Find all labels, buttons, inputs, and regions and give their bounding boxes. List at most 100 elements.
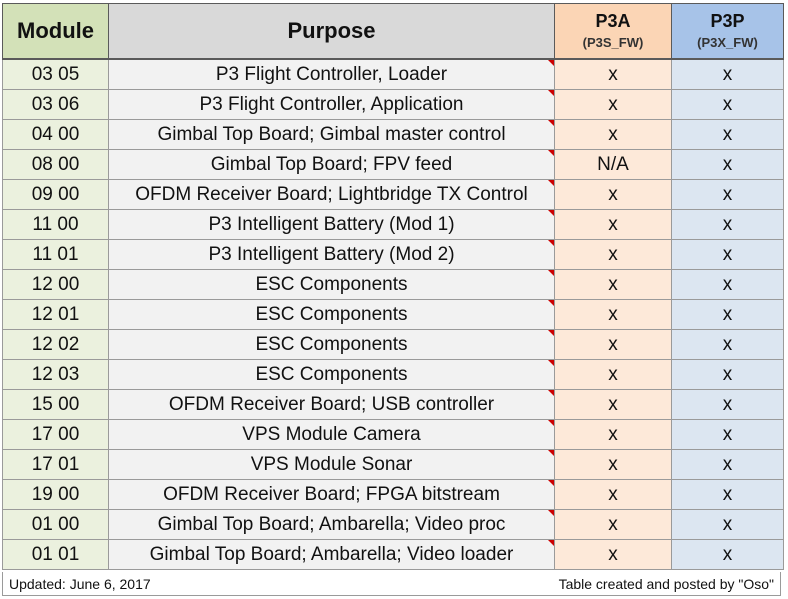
p3p-cell[interactable]: x [671,539,784,570]
comment-indicator-icon[interactable] [548,120,554,126]
purpose-cell[interactable]: Gimbal Top Board; Ambarella; Video loade… [108,539,555,570]
comment-indicator-icon[interactable] [548,480,554,486]
module-cell[interactable]: 08 00 [2,149,109,180]
p3p-cell-text: x [722,213,733,235]
purpose-cell-text: ESC Components [255,273,408,295]
p3a-cell[interactable]: x [554,239,672,270]
comment-indicator-icon[interactable] [548,90,554,96]
p3a-cell[interactable]: x [554,119,672,150]
comment-indicator-icon[interactable] [548,300,554,306]
comment-indicator-icon[interactable] [548,360,554,366]
p3p-cell[interactable]: x [671,389,784,420]
purpose-cell[interactable]: Gimbal Top Board; FPV feed [108,149,555,180]
comment-indicator-icon[interactable] [548,540,554,546]
comment-indicator-icon[interactable] [548,390,554,396]
p3a-cell[interactable]: x [554,329,672,360]
purpose-cell[interactable]: VPS Module Camera [108,419,555,450]
table-row: 17 00 VPS Module Camera x x [2,419,784,450]
p3p-cell[interactable]: x [671,419,784,450]
comment-indicator-icon[interactable] [548,210,554,216]
purpose-cell[interactable]: Gimbal Top Board; Gimbal master control [108,119,555,150]
p3a-cell-text: x [608,273,618,295]
comment-indicator-icon[interactable] [548,420,554,426]
module-cell[interactable]: 01 00 [2,509,109,540]
purpose-cell[interactable]: ESC Components [108,269,555,300]
purpose-cell[interactable]: P3 Intelligent Battery (Mod 1) [108,209,555,240]
p3p-cell[interactable]: x [671,119,784,150]
module-cell[interactable]: 03 06 [2,89,109,120]
p3p-cell[interactable]: x [671,329,784,360]
purpose-cell[interactable]: Gimbal Top Board; Ambarella; Video proc [108,509,555,540]
module-cell[interactable]: 09 00 [2,179,109,210]
comment-indicator-icon[interactable] [548,510,554,516]
module-cell[interactable]: 03 05 [2,58,109,90]
p3p-cell[interactable]: x [671,299,784,330]
p3p-cell[interactable]: x [671,239,784,270]
module-cell[interactable]: 11 01 [2,239,109,270]
p3p-cell[interactable]: x [671,209,784,240]
comment-indicator-icon[interactable] [548,150,554,156]
module-cell-text: 12 00 [31,273,80,295]
module-cell[interactable]: 12 00 [2,269,109,300]
purpose-cell[interactable]: OFDM Receiver Board; USB controller [108,389,555,420]
table-row: 08 00 Gimbal Top Board; FPV feed N/A x [2,149,784,180]
comment-indicator-icon[interactable] [548,450,554,456]
p3p-column-header[interactable]: P3P (P3X_FW) [671,3,784,60]
purpose-cell[interactable]: P3 Flight Controller, Loader [108,58,555,90]
p3p-header-subtitle: (P3X_FW) [697,35,758,50]
p3p-cell[interactable]: x [671,269,784,300]
module-cell[interactable]: 12 02 [2,329,109,360]
purpose-cell[interactable]: P3 Flight Controller, Application [108,89,555,120]
purpose-cell[interactable]: ESC Components [108,359,555,390]
comment-indicator-icon[interactable] [548,240,554,246]
p3p-cell[interactable]: x [671,359,784,390]
table-row: 15 00 OFDM Receiver Board; USB controller… [2,389,784,420]
purpose-cell[interactable]: OFDM Receiver Board; FPGA bitstream [108,479,555,510]
module-cell[interactable]: 19 00 [2,479,109,510]
p3a-cell[interactable]: x [554,179,672,210]
p3a-cell[interactable]: N/A [554,149,672,180]
p3a-column-header[interactable]: P3A (P3S_FW) [554,3,672,60]
p3a-cell[interactable]: x [554,269,672,300]
p3a-cell[interactable]: x [554,299,672,330]
p3a-cell[interactable]: x [554,209,672,240]
p3a-cell[interactable]: x [554,58,672,90]
p3a-cell[interactable]: x [554,479,672,510]
p3p-cell[interactable]: x [671,58,784,90]
p3a-cell[interactable]: x [554,449,672,480]
comment-indicator-icon[interactable] [548,180,554,186]
p3a-cell[interactable]: x [554,389,672,420]
module-cell[interactable]: 12 03 [2,359,109,390]
p3a-cell-text: x [608,63,618,85]
p3p-cell[interactable]: x [671,89,784,120]
purpose-cell[interactable]: P3 Intelligent Battery (Mod 2) [108,239,555,270]
p3p-cell[interactable]: x [671,149,784,180]
p3p-cell[interactable]: x [671,479,784,510]
comment-indicator-icon[interactable] [548,60,554,66]
comment-indicator-icon[interactable] [548,330,554,336]
p3a-cell[interactable]: x [554,539,672,570]
comment-indicator-icon[interactable] [548,270,554,276]
purpose-cell[interactable]: ESC Components [108,329,555,360]
p3a-cell[interactable]: x [554,419,672,450]
module-cell[interactable]: 17 01 [2,449,109,480]
purpose-cell[interactable]: VPS Module Sonar [108,449,555,480]
module-cell[interactable]: 11 00 [2,209,109,240]
p3a-cell[interactable]: x [554,359,672,390]
purpose-cell[interactable]: ESC Components [108,299,555,330]
module-cell[interactable]: 04 00 [2,119,109,150]
p3a-cell-text: x [608,363,618,385]
module-cell[interactable]: 01 01 [2,539,109,570]
p3a-cell[interactable]: x [554,89,672,120]
purpose-cell[interactable]: OFDM Receiver Board; Lightbridge TX Cont… [108,179,555,210]
p3p-cell[interactable]: x [671,509,784,540]
table-row: 04 00 Gimbal Top Board; Gimbal master con… [2,119,784,150]
module-column-header[interactable]: Module [2,3,109,60]
purpose-column-header[interactable]: Purpose [108,3,555,60]
p3a-cell[interactable]: x [554,509,672,540]
module-cell[interactable]: 15 00 [2,389,109,420]
p3p-cell[interactable]: x [671,179,784,210]
p3p-cell[interactable]: x [671,449,784,480]
module-cell[interactable]: 17 00 [2,419,109,450]
module-cell[interactable]: 12 01 [2,299,109,330]
